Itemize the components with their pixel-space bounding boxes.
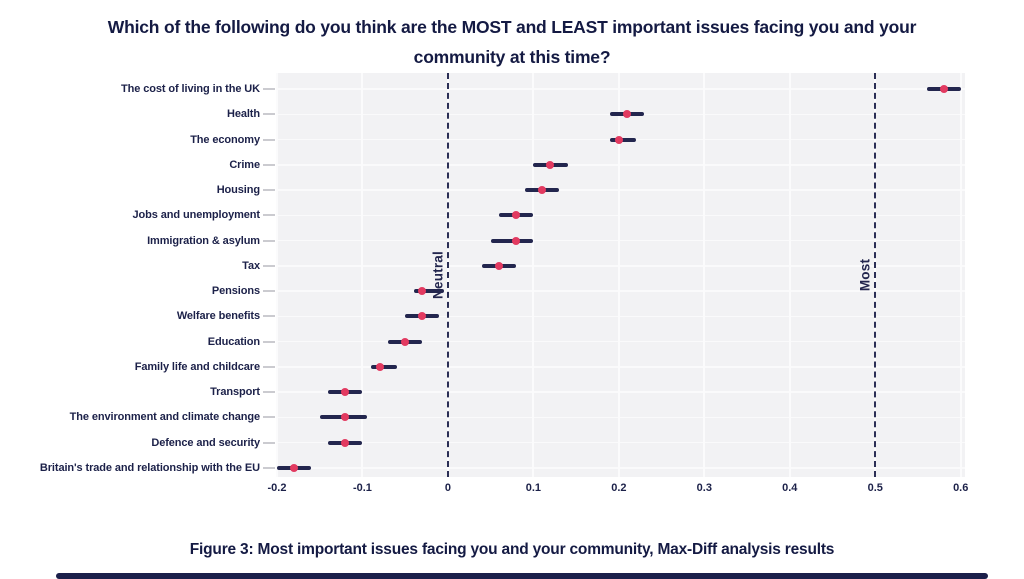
vertical-gridline — [532, 73, 535, 477]
category-label: The environment and climate change — [69, 411, 260, 424]
data-point — [939, 85, 948, 93]
y-axis-tick — [263, 340, 275, 343]
category-label: Britain's trade and relationship with th… — [39, 462, 260, 474]
y-axis-labels: The cost of living in the UK Health The ec… — [0, 73, 277, 477]
x-tick-label: 0.3 — [696, 482, 712, 494]
y-axis-tick — [263, 315, 275, 318]
horizontal-gridline — [277, 164, 965, 166]
figure-caption: Figure 3: Most important issues facing y… — [189, 541, 835, 558]
x-tick-label: -0.2 — [267, 482, 287, 494]
y-axis-tick — [263, 391, 275, 394]
horizontal-gridline — [277, 290, 965, 292]
plot-area: Neutral Most — [276, 73, 965, 477]
category-label: Defence and security — [151, 436, 260, 449]
horizontal-gridline — [277, 416, 965, 419]
vertical-gridline — [617, 73, 620, 477]
data-point — [418, 312, 427, 321]
data-point — [341, 388, 350, 397]
horizontal-gridline — [277, 391, 965, 393]
y-axis-tick — [263, 113, 275, 116]
data-point — [512, 211, 521, 220]
category-label: The cost of living in the UK — [121, 83, 260, 95]
horizontal-gridline — [277, 366, 965, 368]
category-label: Health — [226, 108, 260, 121]
reference-line-label: Most — [857, 258, 873, 292]
data-point — [495, 261, 504, 270]
y-axis-tick — [263, 467, 275, 469]
y-axis-tick — [263, 138, 275, 141]
horizontal-gridline — [277, 265, 965, 267]
x-axis-labels: -0.2 -0.1 0 0.1 0.2 0.3 0.4 0.5 0.6 — [268, 482, 969, 498]
data-point — [290, 464, 299, 472]
horizontal-gridline — [277, 239, 965, 242]
reference-line — [446, 73, 449, 477]
horizontal-gridline — [277, 315, 965, 318]
category-label: Crime — [229, 158, 260, 171]
vertical-gridline — [788, 73, 791, 477]
category-label: Immigration & asylum — [147, 234, 260, 247]
error-bar — [371, 364, 397, 369]
horizontal-gridline — [277, 467, 965, 469]
horizontal-gridline — [277, 214, 965, 217]
reference-line — [874, 73, 877, 477]
y-axis-tick — [263, 163, 275, 166]
chart-title: Which of the following do you think are … — [107, 17, 917, 67]
vertical-gridline — [703, 73, 706, 477]
y-axis-tick — [263, 239, 275, 242]
category-label: Transport — [210, 386, 260, 399]
x-tick-label: 0 — [444, 482, 451, 494]
error-bar — [490, 238, 534, 243]
data-point — [341, 438, 350, 447]
vertical-gridline — [959, 73, 962, 477]
x-tick-label: 0.1 — [525, 482, 542, 494]
data-point — [546, 160, 555, 169]
category-label: Education — [207, 335, 260, 348]
category-label: Housing — [216, 184, 260, 197]
y-axis-tick — [263, 290, 275, 293]
category-label: Jobs and unemployment — [132, 209, 261, 222]
error-bar — [413, 289, 444, 294]
category-label: Pensions — [211, 285, 260, 298]
horizontal-gridline — [277, 189, 965, 191]
horizontal-gridline — [277, 88, 965, 90]
x-tick-label: 0.4 — [782, 482, 798, 494]
bottom-divider — [56, 573, 988, 579]
y-axis-tick — [263, 441, 275, 444]
data-point — [623, 110, 632, 119]
x-tick-label: 0.5 — [867, 482, 883, 494]
data-point — [537, 186, 546, 195]
x-tick-label: 0.2 — [611, 482, 627, 494]
y-axis-tick — [263, 264, 275, 267]
data-point — [341, 413, 350, 422]
data-point — [512, 236, 521, 245]
horizontal-gridline — [277, 441, 965, 444]
y-axis-tick — [263, 365, 275, 368]
horizontal-gridline — [277, 340, 965, 343]
y-axis-tick — [263, 416, 275, 419]
error-bar — [610, 137, 636, 142]
y-axis-tick — [263, 189, 275, 192]
category-label: Tax — [242, 259, 260, 272]
category-label: Family life and childcare — [134, 360, 260, 373]
data-point — [418, 287, 427, 296]
x-tick-label: 0.6 — [953, 482, 969, 494]
x-tick-label: -0.1 — [352, 482, 372, 494]
vertical-gridline — [361, 73, 364, 477]
data-point — [614, 135, 623, 144]
category-label: The economy — [190, 133, 260, 146]
data-point — [401, 337, 410, 346]
vertical-gridline — [276, 73, 278, 477]
data-point — [375, 362, 384, 371]
category-label: Welfare benefits — [176, 310, 260, 323]
y-axis-tick — [263, 214, 275, 217]
y-axis-tick — [263, 88, 275, 90]
